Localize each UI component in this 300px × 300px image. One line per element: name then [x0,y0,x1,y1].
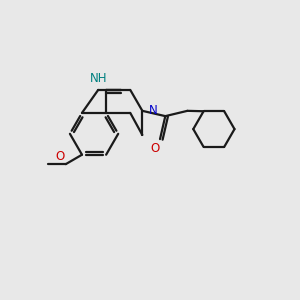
Text: O: O [55,150,64,163]
Text: NH: NH [89,72,107,85]
Text: O: O [150,142,159,155]
Text: N: N [149,104,158,117]
